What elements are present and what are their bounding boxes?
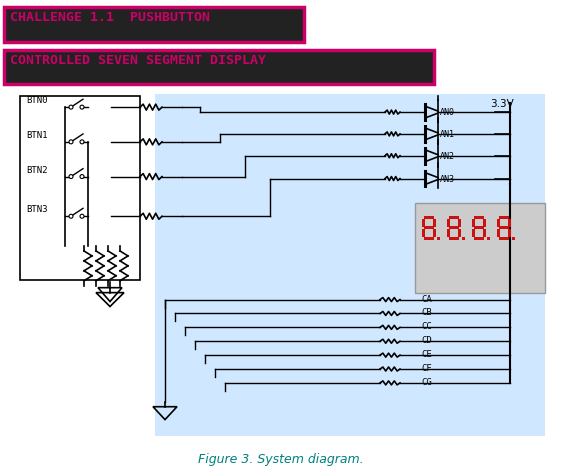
Text: CB: CB xyxy=(421,309,432,318)
Bar xyxy=(424,226,434,229)
Bar xyxy=(499,216,509,219)
FancyBboxPatch shape xyxy=(4,50,434,84)
Text: Figure 3. System diagram.: Figure 3. System diagram. xyxy=(198,454,364,466)
Bar xyxy=(474,237,484,240)
Bar xyxy=(449,216,459,219)
Bar xyxy=(512,237,515,240)
Bar xyxy=(424,216,434,219)
Circle shape xyxy=(80,174,84,179)
Circle shape xyxy=(69,140,73,144)
Text: CONTROLLED SEVEN SEGMENT DISPLAY: CONTROLLED SEVEN SEGMENT DISPLAY xyxy=(10,53,266,67)
Text: CC: CC xyxy=(421,322,432,331)
Text: BTN2: BTN2 xyxy=(26,166,48,174)
Text: CHALLENGE 1.1  PUSHBUTTON: CHALLENGE 1.1 PUSHBUTTON xyxy=(10,11,210,24)
Bar xyxy=(422,219,425,227)
Bar xyxy=(155,94,545,437)
Bar xyxy=(433,219,436,227)
Circle shape xyxy=(80,214,84,218)
Bar xyxy=(487,237,490,240)
Bar xyxy=(458,229,461,237)
Bar xyxy=(508,229,511,237)
Bar xyxy=(422,229,425,237)
Bar xyxy=(474,216,484,219)
Bar xyxy=(433,229,436,237)
Bar xyxy=(472,219,475,227)
Text: CE: CE xyxy=(421,350,432,359)
Text: AN3: AN3 xyxy=(440,174,455,183)
Bar xyxy=(437,237,440,240)
Text: BTN1: BTN1 xyxy=(26,131,48,140)
Bar xyxy=(447,219,450,227)
Text: AN2: AN2 xyxy=(440,151,455,161)
Bar xyxy=(415,204,545,293)
FancyBboxPatch shape xyxy=(4,7,304,42)
Bar xyxy=(20,96,140,280)
Circle shape xyxy=(69,214,73,218)
Circle shape xyxy=(69,174,73,179)
Text: CF: CF xyxy=(421,364,432,373)
Bar xyxy=(458,219,461,227)
Text: CG: CG xyxy=(421,378,432,387)
Bar xyxy=(497,229,500,237)
Bar xyxy=(462,237,465,240)
Bar xyxy=(499,226,509,229)
Text: 3.3V: 3.3V xyxy=(490,99,514,109)
Text: AN1: AN1 xyxy=(440,130,455,139)
Text: BTN3: BTN3 xyxy=(26,205,48,214)
Bar xyxy=(449,226,459,229)
Bar xyxy=(499,237,509,240)
Bar xyxy=(508,219,511,227)
Bar xyxy=(447,229,450,237)
Bar xyxy=(483,229,486,237)
Bar xyxy=(449,237,459,240)
Circle shape xyxy=(80,105,84,109)
Text: BTN0: BTN0 xyxy=(26,96,48,105)
Circle shape xyxy=(69,105,73,109)
Bar xyxy=(472,229,475,237)
Text: AN0: AN0 xyxy=(440,108,455,117)
Text: CD: CD xyxy=(421,336,432,345)
Bar xyxy=(424,237,434,240)
Text: CA: CA xyxy=(421,295,432,303)
Bar xyxy=(497,219,500,227)
Bar xyxy=(474,226,484,229)
Circle shape xyxy=(80,140,84,144)
Bar xyxy=(483,219,486,227)
